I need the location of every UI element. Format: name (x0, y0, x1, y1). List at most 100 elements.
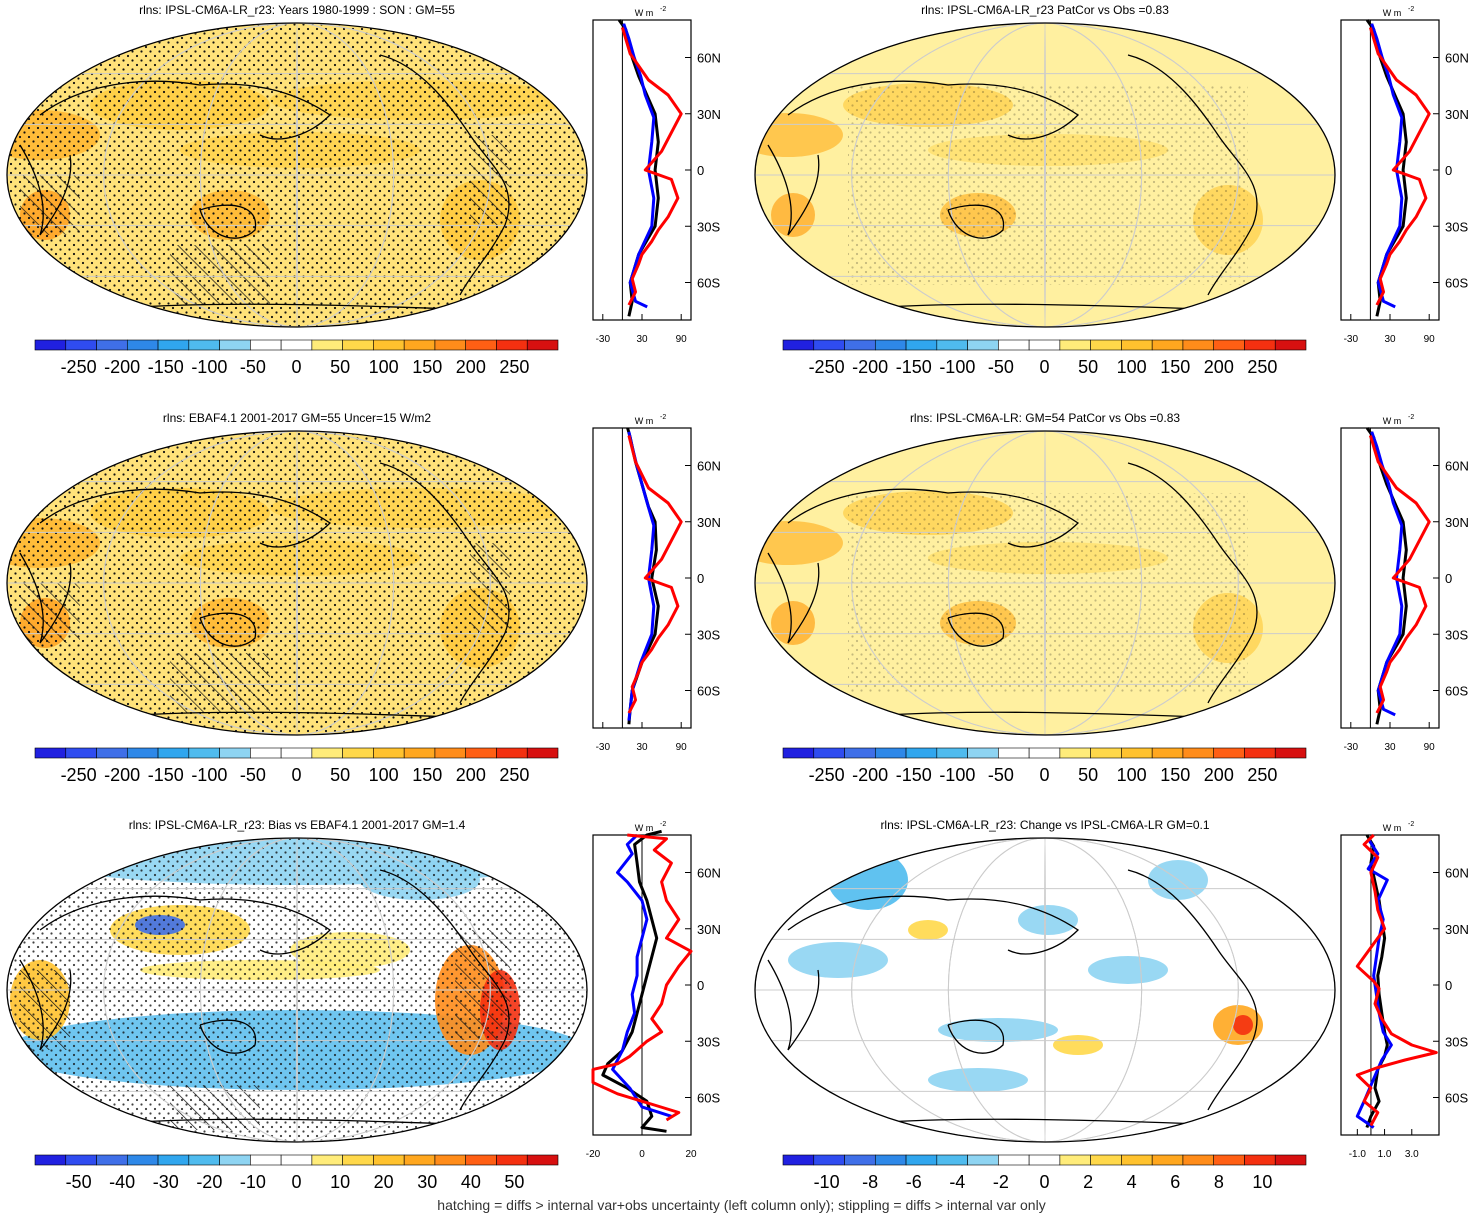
panel-row2-left: rlns: EBAF4.1 2001-2017 GM=55 Uncer=15 W… (6, 411, 721, 785)
y-tick-label: 30S (1445, 1034, 1468, 1049)
panel-row1-left: rlns: IPSL-CM6A-LR_r23: Years 1980-1999 … (6, 3, 721, 377)
zonal-unit-exponent: -2 (1408, 821, 1414, 828)
colorbar-cell (998, 1154, 1030, 1166)
colorbar-cell (280, 747, 313, 759)
coastline (767, 144, 820, 236)
colorbar-cell (967, 1154, 999, 1166)
coastline (1127, 462, 1258, 704)
colorbar-tick-label: -50 (66, 1172, 92, 1192)
map-hatching (170, 653, 270, 713)
zonal-unit-label: W m (1383, 823, 1402, 833)
zonal-series-black (601, 829, 667, 1133)
colorbar-cell (34, 747, 67, 759)
colorbar-cell (967, 339, 999, 351)
colorbar-tick-label: -200 (104, 765, 140, 785)
y-tick-label: 60S (697, 684, 720, 699)
colorbar-cell (434, 747, 467, 759)
colorbar-cell (526, 1154, 559, 1166)
colorbar-cell (250, 1154, 282, 1166)
colorbar-cell (373, 1154, 405, 1166)
colorbar-cell (1274, 339, 1307, 351)
map-outline (6, 22, 588, 328)
colorbar-tick-label: 150 (412, 357, 442, 377)
map-body (7, 431, 587, 735)
y-tick-label: 0 (697, 163, 704, 178)
colorbar-tick-label: 50 (504, 1172, 524, 1192)
map-field-region (928, 1068, 1028, 1092)
x-tick-label: 30 (1384, 742, 1396, 753)
coastline (787, 488, 1080, 548)
panel-title: rlns: IPSL-CM6A-LR_r23 PatCor vs Obs =0.… (921, 3, 1169, 17)
colorbar-cell (403, 747, 436, 759)
panel-title: rlns: IPSL-CM6A-LR_r23: Years 1980-1999 … (139, 3, 455, 17)
colorbar-tick-label: 250 (499, 357, 529, 377)
coastline (1127, 869, 1258, 1111)
y-tick-label: 60S (1445, 276, 1468, 291)
colorbar-cell (1213, 1154, 1245, 1166)
x-tick-label: 90 (676, 742, 688, 753)
y-tick-label: 0 (1445, 571, 1452, 586)
colorbar-tick-label: 0 (1039, 357, 1049, 377)
x-tick-label: 1.0 (1378, 1149, 1392, 1160)
panel-row3-left: rlns: IPSL-CM6A-LR_r23: Bias vs EBAF4.1 … (6, 818, 721, 1192)
colorbar-cell (1121, 747, 1153, 759)
coastline (39, 488, 332, 548)
colorbar-cell (998, 747, 1030, 759)
colorbar-cell (844, 747, 876, 759)
colorbar-tick-label: -40 (109, 1172, 135, 1192)
map-outline (754, 837, 1336, 1143)
y-tick-label: 60N (1445, 866, 1469, 881)
colorbar-cell (157, 339, 190, 351)
graticule-line (851, 431, 1239, 735)
colorbar-tick-label: 10 (330, 1172, 350, 1192)
colorbar-tick-label: -50 (988, 357, 1014, 377)
colorbar-cell (34, 339, 67, 351)
colorbar-cell (157, 1154, 190, 1166)
colorbar-cell (465, 339, 497, 351)
coastline (767, 959, 820, 1051)
colorbar-cell (813, 747, 845, 759)
colorbar-tick-label: -250 (809, 357, 845, 377)
colorbar-tick-label: -200 (852, 765, 888, 785)
panel-row2-right: rlns: IPSL-CM6A-LR: GM=54 PatCor vs Obs … (754, 411, 1469, 785)
zonal-unit-exponent: -2 (660, 821, 666, 828)
panel-row3-right: rlns: IPSL-CM6A-LR_r23: Change vs IPSL-C… (754, 818, 1469, 1192)
colorbar-cell (936, 1154, 968, 1166)
colorbar-cell (1028, 339, 1061, 351)
colorbar-cell (188, 747, 220, 759)
x-tick-label: 3.0 (1405, 1149, 1419, 1160)
y-tick-label: 60N (1445, 459, 1469, 474)
graticule-line (947, 431, 1143, 735)
y-tick-label: 30S (697, 219, 720, 234)
colorbar-cell (526, 339, 559, 351)
zonal-panel-frame (1340, 19, 1440, 321)
x-tick-label: -1.0 (1349, 1149, 1367, 1160)
zonal-series-red (591, 833, 693, 1122)
coastline (199, 612, 257, 647)
x-tick-label: 30 (636, 742, 648, 753)
panel-row1-right: rlns: IPSL-CM6A-LR_r23 PatCor vs Obs =0.… (754, 3, 1469, 377)
x-tick-label: -30 (596, 334, 611, 345)
colorbar-cell (1059, 1154, 1091, 1166)
x-tick-label: 90 (676, 334, 688, 345)
colorbar-tick-label: 200 (456, 765, 486, 785)
x-tick-label: 90 (1424, 742, 1436, 753)
graticule-line (199, 431, 395, 735)
graticule-line (1044, 431, 1046, 735)
colorbar-cell (1182, 339, 1215, 351)
colorbar-tick-label: -250 (61, 357, 97, 377)
colorbar-tick-label: 150 (1160, 357, 1190, 377)
colorbar-cell (782, 1154, 815, 1166)
graticule-line (103, 23, 491, 327)
colorbar-cell (936, 339, 968, 351)
colorbar-tick-label: -200 (852, 357, 888, 377)
colorbar-tick-label: 150 (1160, 765, 1190, 785)
colorbar-cell (403, 339, 436, 351)
y-tick-label: 30S (697, 627, 720, 642)
colorbar-cell (526, 747, 559, 759)
graticule-line (947, 23, 1143, 327)
y-tick-label: 60N (697, 866, 721, 881)
colorbar-cell (1244, 1154, 1276, 1166)
zonal-unit-label: W m (1383, 8, 1402, 18)
colorbar-cell (813, 339, 845, 351)
